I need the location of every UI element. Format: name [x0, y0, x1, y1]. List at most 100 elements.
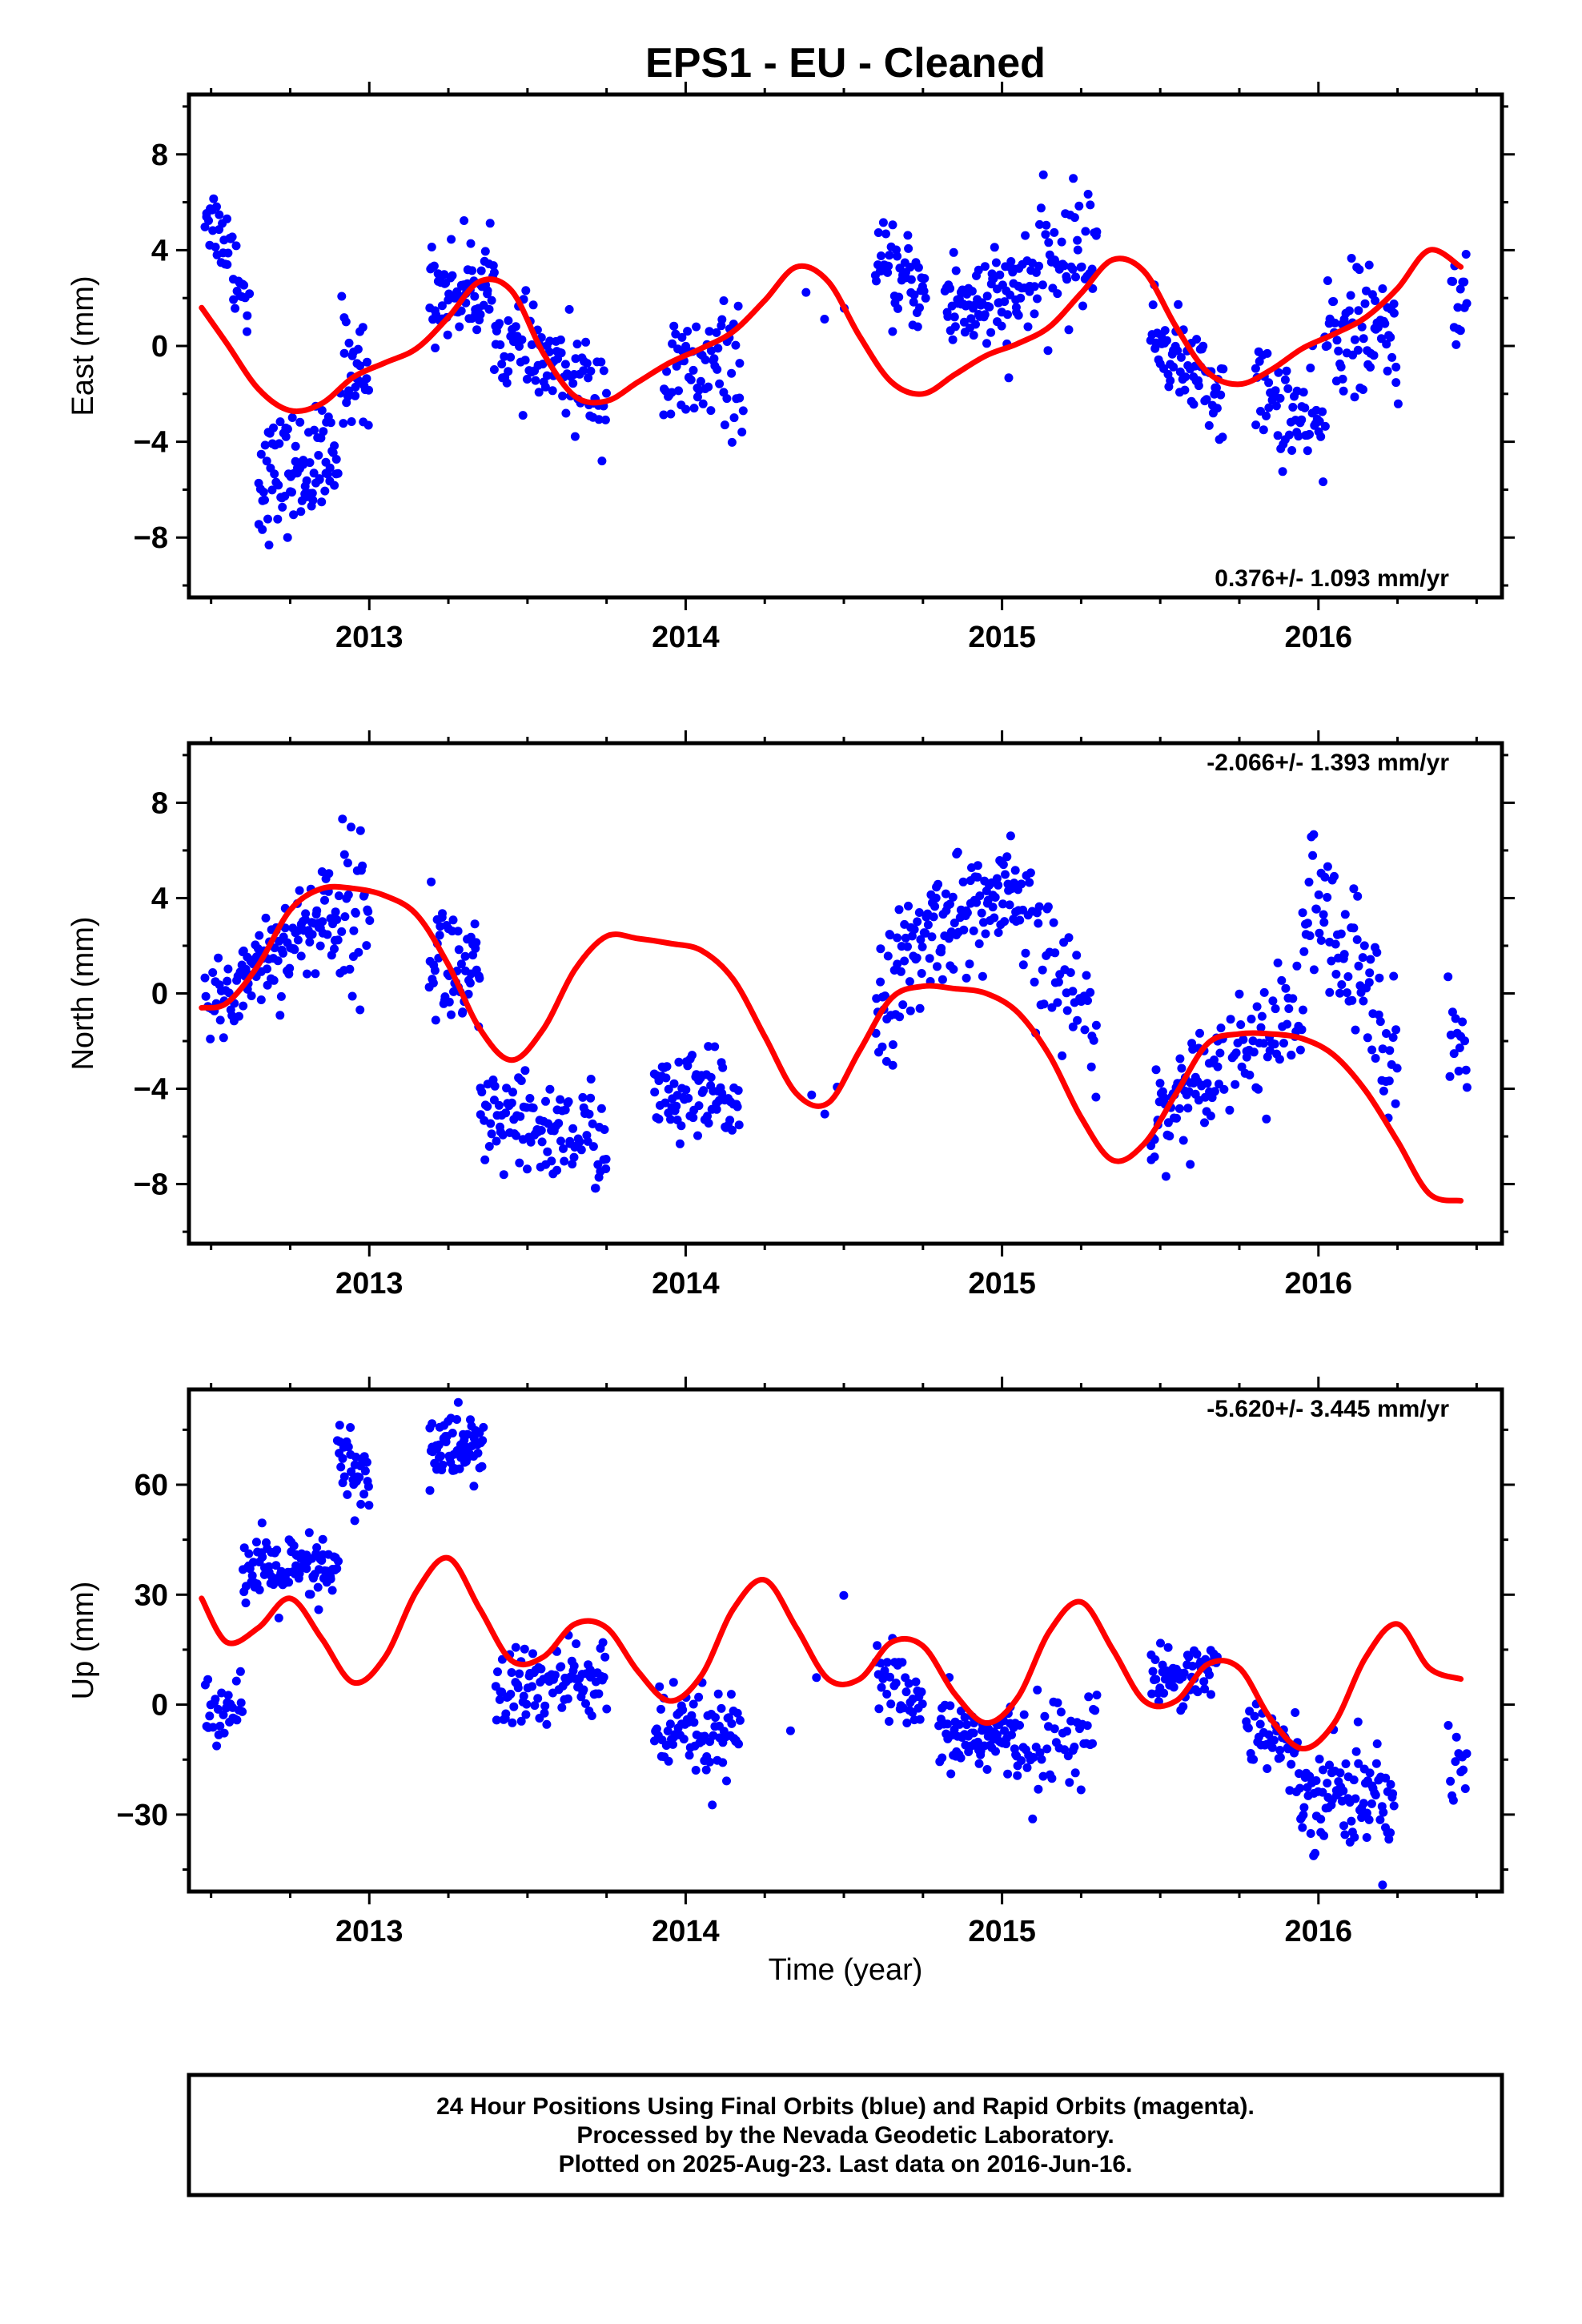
- data-point: [1367, 1799, 1376, 1808]
- data-point: [472, 938, 481, 947]
- data-point: [541, 1096, 550, 1106]
- data-point: [1001, 870, 1010, 879]
- data-point: [1327, 956, 1336, 966]
- model-curve: [199, 247, 1464, 415]
- data-point: [1459, 1765, 1468, 1775]
- data-point: [1174, 300, 1183, 309]
- data-point: [1309, 830, 1319, 839]
- data-point: [276, 1566, 286, 1576]
- data-point: [689, 365, 698, 375]
- data-point: [1202, 395, 1211, 404]
- data-point: [454, 945, 464, 955]
- data-point: [1336, 929, 1346, 939]
- data-point: [477, 1088, 487, 1097]
- data-point: [287, 488, 296, 497]
- data-point: [600, 415, 610, 424]
- data-point: [1285, 1786, 1295, 1795]
- data-point: [522, 1699, 532, 1709]
- data-point: [909, 290, 919, 300]
- data-point: [1204, 420, 1214, 430]
- data-point: [235, 1011, 243, 1021]
- data-point: [248, 1558, 258, 1567]
- data-point: [363, 420, 373, 430]
- y-tick-label: 8: [151, 786, 168, 820]
- x-tick-label: 2015: [968, 621, 1036, 654]
- data-point: [893, 251, 902, 261]
- data-point: [1000, 917, 1010, 927]
- data-point: [953, 847, 962, 857]
- data-point: [1320, 872, 1330, 882]
- data-point: [211, 243, 220, 251]
- data-point: [444, 997, 454, 1007]
- data-point: [656, 1704, 665, 1714]
- data-point: [343, 890, 353, 899]
- data-point: [587, 1711, 596, 1720]
- data-point: [1038, 170, 1048, 179]
- data-point: [579, 1685, 588, 1695]
- data-point: [275, 1011, 285, 1020]
- data-point: [347, 1467, 356, 1477]
- data-point: [528, 1104, 538, 1112]
- x-tick-label: 2016: [1285, 621, 1353, 654]
- data-point: [708, 1800, 717, 1810]
- data-point: [1255, 1719, 1265, 1729]
- data-point: [1449, 1049, 1459, 1059]
- footer-line-1: 24 Hour Positions Using Final Orbits (bl…: [436, 2093, 1255, 2120]
- data-point: [600, 1652, 610, 1662]
- data-point: [666, 409, 676, 419]
- data-point: [1186, 1160, 1195, 1169]
- data-point: [332, 915, 342, 924]
- data-point: [733, 1708, 742, 1718]
- data-point: [487, 1129, 496, 1139]
- data-point: [1034, 1784, 1043, 1794]
- data-point: [974, 265, 983, 275]
- data-point: [906, 275, 916, 284]
- data-point: [338, 1454, 347, 1463]
- data-point: [355, 1005, 365, 1015]
- data-point: [689, 1699, 698, 1709]
- data-point: [1007, 1730, 1016, 1739]
- data-point: [351, 391, 360, 400]
- data-point: [877, 1683, 886, 1692]
- data-point: [1297, 415, 1307, 424]
- data-point: [1068, 1022, 1078, 1031]
- data-point: [1273, 958, 1283, 967]
- footer-line-3: Plotted on 2025-Aug-23. Last data on 201…: [559, 2151, 1133, 2177]
- data-point: [967, 287, 977, 296]
- data-point: [301, 909, 311, 919]
- data-point: [1365, 1768, 1375, 1778]
- data-point: [982, 292, 992, 301]
- data-point: [223, 976, 232, 986]
- data-point: [1278, 467, 1287, 476]
- data-point: [1163, 1642, 1173, 1652]
- data-point: [492, 1136, 501, 1146]
- data-point: [215, 1015, 225, 1025]
- data-point: [1374, 1010, 1383, 1019]
- data-point: [1270, 1039, 1279, 1049]
- data-point: [895, 1012, 905, 1022]
- data-point: [316, 433, 326, 443]
- data-point: [909, 297, 918, 307]
- data-point: [527, 340, 536, 349]
- data-point: [1353, 345, 1363, 355]
- data-point: [704, 382, 713, 392]
- data-point: [1460, 277, 1469, 287]
- data-point: [354, 947, 363, 957]
- data-point: [1264, 378, 1274, 388]
- x-axis-label: Time (year): [769, 1953, 923, 1987]
- data-point: [1002, 852, 1012, 862]
- data-point: [1315, 1755, 1324, 1764]
- data-point: [593, 1160, 603, 1169]
- data-point: [1257, 1011, 1267, 1021]
- data-point: [1003, 310, 1012, 320]
- data-point: [974, 1759, 984, 1768]
- data-point: [1375, 973, 1384, 983]
- data-point: [912, 953, 921, 963]
- data-points: [200, 1397, 1472, 1890]
- data-point: [1236, 1020, 1246, 1029]
- data-point: [891, 1679, 901, 1688]
- data-point: [1038, 1771, 1048, 1781]
- x-tick-label: 2015: [968, 1267, 1036, 1301]
- data-point: [495, 1695, 504, 1704]
- data-point: [443, 330, 452, 340]
